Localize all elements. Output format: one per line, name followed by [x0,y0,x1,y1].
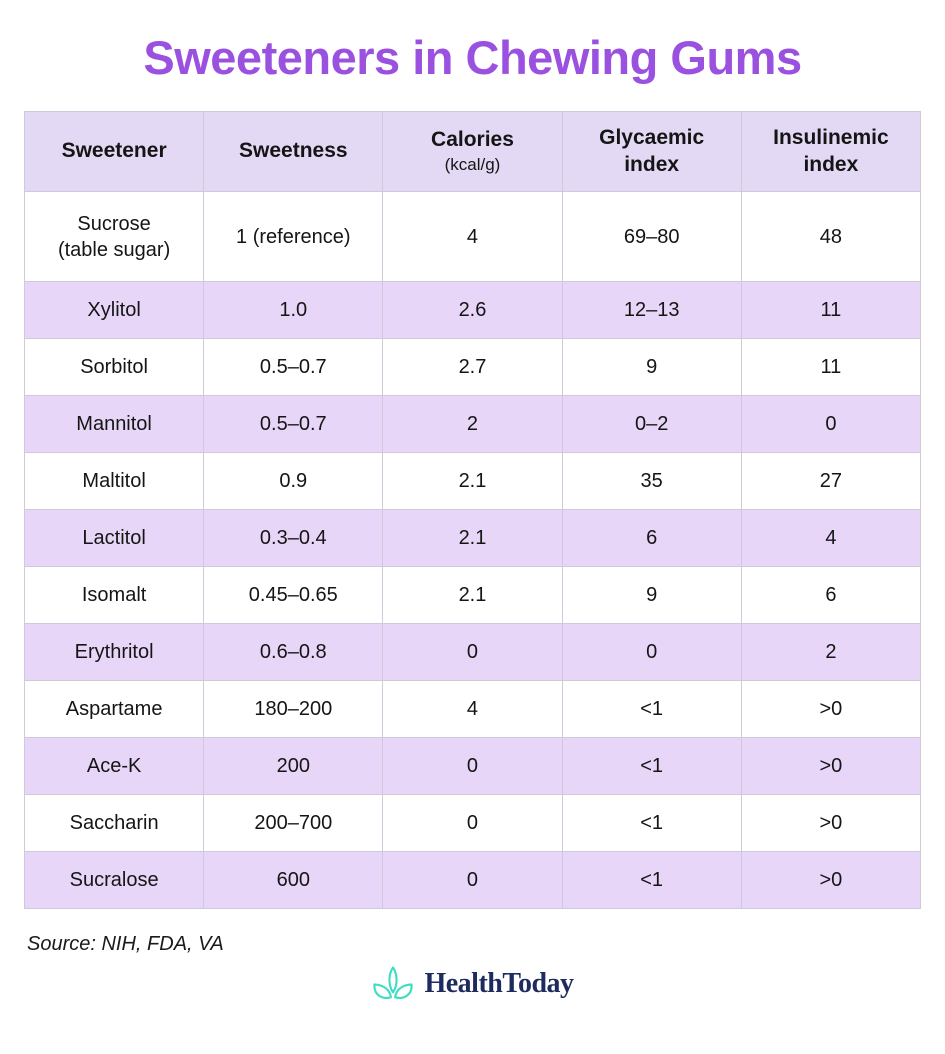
table-cell: 0 [382,623,563,681]
table-cell: 4 [382,680,563,738]
column-header-sub: (kcal/g) [444,154,501,174]
table-cell: 2.1 [382,452,563,510]
table-cell: 1.0 [203,281,384,339]
table-row-lactitol: Lactitol 0.3–0.4 2.1 6 4 [23,509,922,567]
table-cell: 2.7 [382,338,563,396]
table-cell: 0.45–0.65 [203,566,384,624]
column-header-calories: Calories (kcal/g) [382,111,563,192]
table-cell: <1 [561,794,742,852]
table-cell: 2.1 [382,566,563,624]
row-label: Lactitol [23,509,205,567]
row-label: Saccharin [23,794,205,852]
table-cell: <1 [561,680,742,738]
table-cell: 4 [382,191,563,282]
table-cell: 27 [740,452,922,510]
table-cell: 2 [740,623,922,681]
column-header-label: Insulinemic index [773,126,889,176]
brand-logo: HealthToday [0,964,945,1004]
table-row-ace-k: Ace-K 200 0 <1 >0 [23,737,922,795]
table-cell: 0 [561,623,742,681]
lotus-icon [373,966,414,999]
column-header-sweetener: Sweetener [23,111,205,192]
column-header-label: Calories [431,128,514,152]
table-cell: 0 [382,737,563,795]
column-header-label: Glycaemic index [599,126,705,176]
row-label: Isomalt [23,566,205,624]
column-header-glycaemic-index: Glycaemic index [561,111,742,192]
table-cell: 0.6–0.8 [203,623,384,681]
column-header-label: Sweetener [61,139,167,163]
table-cell: 1 (reference) [203,191,384,282]
row-label: Sucralose [23,851,205,909]
table-cell: 2 [382,395,563,453]
brand-name: HealthToday [424,968,574,999]
table-cell: 9 [561,566,742,624]
table-row-sucralose: Sucralose 600 0 <1 >0 [23,851,922,909]
table-cell: >0 [740,851,922,909]
table-cell: 2.6 [382,281,563,339]
table-cell: 11 [740,338,922,396]
column-header-sweetness: Sweetness [203,111,384,192]
table-cell: >0 [740,737,922,795]
header-row: Sweetener Sweetness Calories (kcal/g) Gly… [23,111,922,192]
row-label: Maltitol [23,452,205,510]
table-cell: 200 [203,737,384,795]
column-header-label: Sweetness [239,139,348,163]
row-label: Mannitol [23,395,205,453]
table-cell: 600 [203,851,384,909]
table-cell: 200–700 [203,794,384,852]
table-cell: 2.1 [382,509,563,567]
table-cell: 180–200 [203,680,384,738]
table-cell: 35 [561,452,742,510]
table-row-maltitol: Maltitol 0.9 2.1 35 27 [23,452,922,510]
table-cell: <1 [561,851,742,909]
row-label: Aspartame [23,680,205,738]
table-cell: >0 [740,680,922,738]
table-row-mannitol: Mannitol 0.5–0.7 2 0–2 0 [23,395,922,453]
table-row-erythritol: Erythritol 0.6–0.8 0 0 2 [23,623,922,681]
table-cell: >0 [740,794,922,852]
table-cell: 9 [561,338,742,396]
table-row-sucrose: Sucrose (table sugar) 1 (reference) 4 69… [23,191,922,282]
row-label: Sucrose (table sugar) [23,191,205,282]
sweeteners-table: Sweetener Sweetness Calories (kcal/g) Gly… [23,111,922,909]
row-label: Erythritol [23,623,205,681]
table-cell: 0.5–0.7 [203,338,384,396]
table-cell: 0.9 [203,452,384,510]
page-title: Sweeteners in Chewing Gums [143,31,802,84]
table-cell: 12–13 [561,281,742,339]
table-row-sorbitol: Sorbitol 0.5–0.7 2.7 9 11 [23,338,922,396]
table-cell: 6 [740,566,922,624]
table-cell: 4 [740,509,922,567]
table-row-saccharin: Saccharin 200–700 0 <1 >0 [23,794,922,852]
table-cell: 48 [740,191,922,282]
table-cell: 0.5–0.7 [203,395,384,453]
column-header-insulinemic-index: Insulinemic index [740,111,922,192]
table-row-aspartame: Aspartame 180–200 4 <1 >0 [23,680,922,738]
table-cell: 6 [561,509,742,567]
table-cell: 69–80 [561,191,742,282]
table-cell: 0 [382,851,563,909]
table-cell: <1 [561,737,742,795]
table-row-xylitol: Xylitol 1.0 2.6 12–13 11 [23,281,922,339]
table-cell: 0 [382,794,563,852]
table-cell: 0 [740,395,922,453]
table-cell: 0–2 [561,395,742,453]
table-cell: 11 [740,281,922,339]
source-note: Source: NIH, FDA, VA [27,933,224,955]
table-row-isomalt: Isomalt 0.45–0.65 2.1 9 6 [23,566,922,624]
table-cell: 0.3–0.4 [203,509,384,567]
row-label: Sorbitol [23,338,205,396]
row-label: Ace-K [23,737,205,795]
row-label: Xylitol [23,281,205,339]
sweeteners-table-container: Sweetener Sweetness Calories (kcal/g) Gly… [23,111,922,909]
